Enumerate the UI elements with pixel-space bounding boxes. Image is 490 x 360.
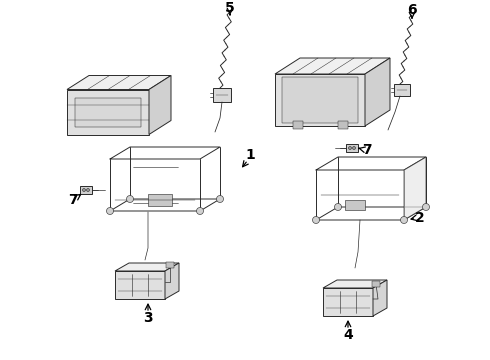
Polygon shape bbox=[365, 58, 390, 126]
Text: 3: 3 bbox=[143, 311, 153, 325]
Circle shape bbox=[196, 207, 203, 215]
Circle shape bbox=[335, 203, 342, 211]
Polygon shape bbox=[67, 76, 171, 90]
Polygon shape bbox=[323, 288, 373, 316]
Polygon shape bbox=[75, 98, 141, 126]
Text: 5: 5 bbox=[225, 1, 235, 15]
Polygon shape bbox=[345, 200, 365, 210]
Polygon shape bbox=[115, 271, 165, 299]
Text: 7: 7 bbox=[362, 143, 372, 157]
Circle shape bbox=[87, 189, 90, 192]
Polygon shape bbox=[166, 262, 174, 268]
Circle shape bbox=[422, 203, 430, 211]
Circle shape bbox=[126, 195, 133, 202]
Polygon shape bbox=[323, 280, 387, 288]
Circle shape bbox=[348, 147, 351, 149]
Circle shape bbox=[352, 147, 356, 149]
Polygon shape bbox=[275, 74, 365, 126]
Polygon shape bbox=[80, 186, 92, 194]
Polygon shape bbox=[373, 280, 387, 316]
Polygon shape bbox=[404, 157, 426, 220]
Text: 1: 1 bbox=[245, 148, 255, 162]
Text: 7: 7 bbox=[68, 193, 78, 207]
Text: 2: 2 bbox=[415, 211, 425, 225]
Polygon shape bbox=[338, 121, 347, 129]
Polygon shape bbox=[372, 281, 380, 287]
Polygon shape bbox=[67, 90, 149, 135]
Polygon shape bbox=[275, 58, 390, 74]
Text: 6: 6 bbox=[407, 3, 417, 17]
Circle shape bbox=[82, 189, 85, 192]
Polygon shape bbox=[293, 121, 302, 129]
Circle shape bbox=[400, 216, 408, 224]
Polygon shape bbox=[213, 88, 231, 102]
Polygon shape bbox=[346, 144, 358, 152]
Polygon shape bbox=[148, 194, 172, 206]
Polygon shape bbox=[282, 77, 358, 123]
Polygon shape bbox=[165, 263, 179, 299]
Text: 4: 4 bbox=[343, 328, 353, 342]
Circle shape bbox=[313, 216, 319, 224]
Circle shape bbox=[217, 195, 223, 202]
Circle shape bbox=[106, 207, 114, 215]
Polygon shape bbox=[115, 263, 179, 271]
Polygon shape bbox=[149, 76, 171, 135]
Polygon shape bbox=[394, 84, 410, 96]
